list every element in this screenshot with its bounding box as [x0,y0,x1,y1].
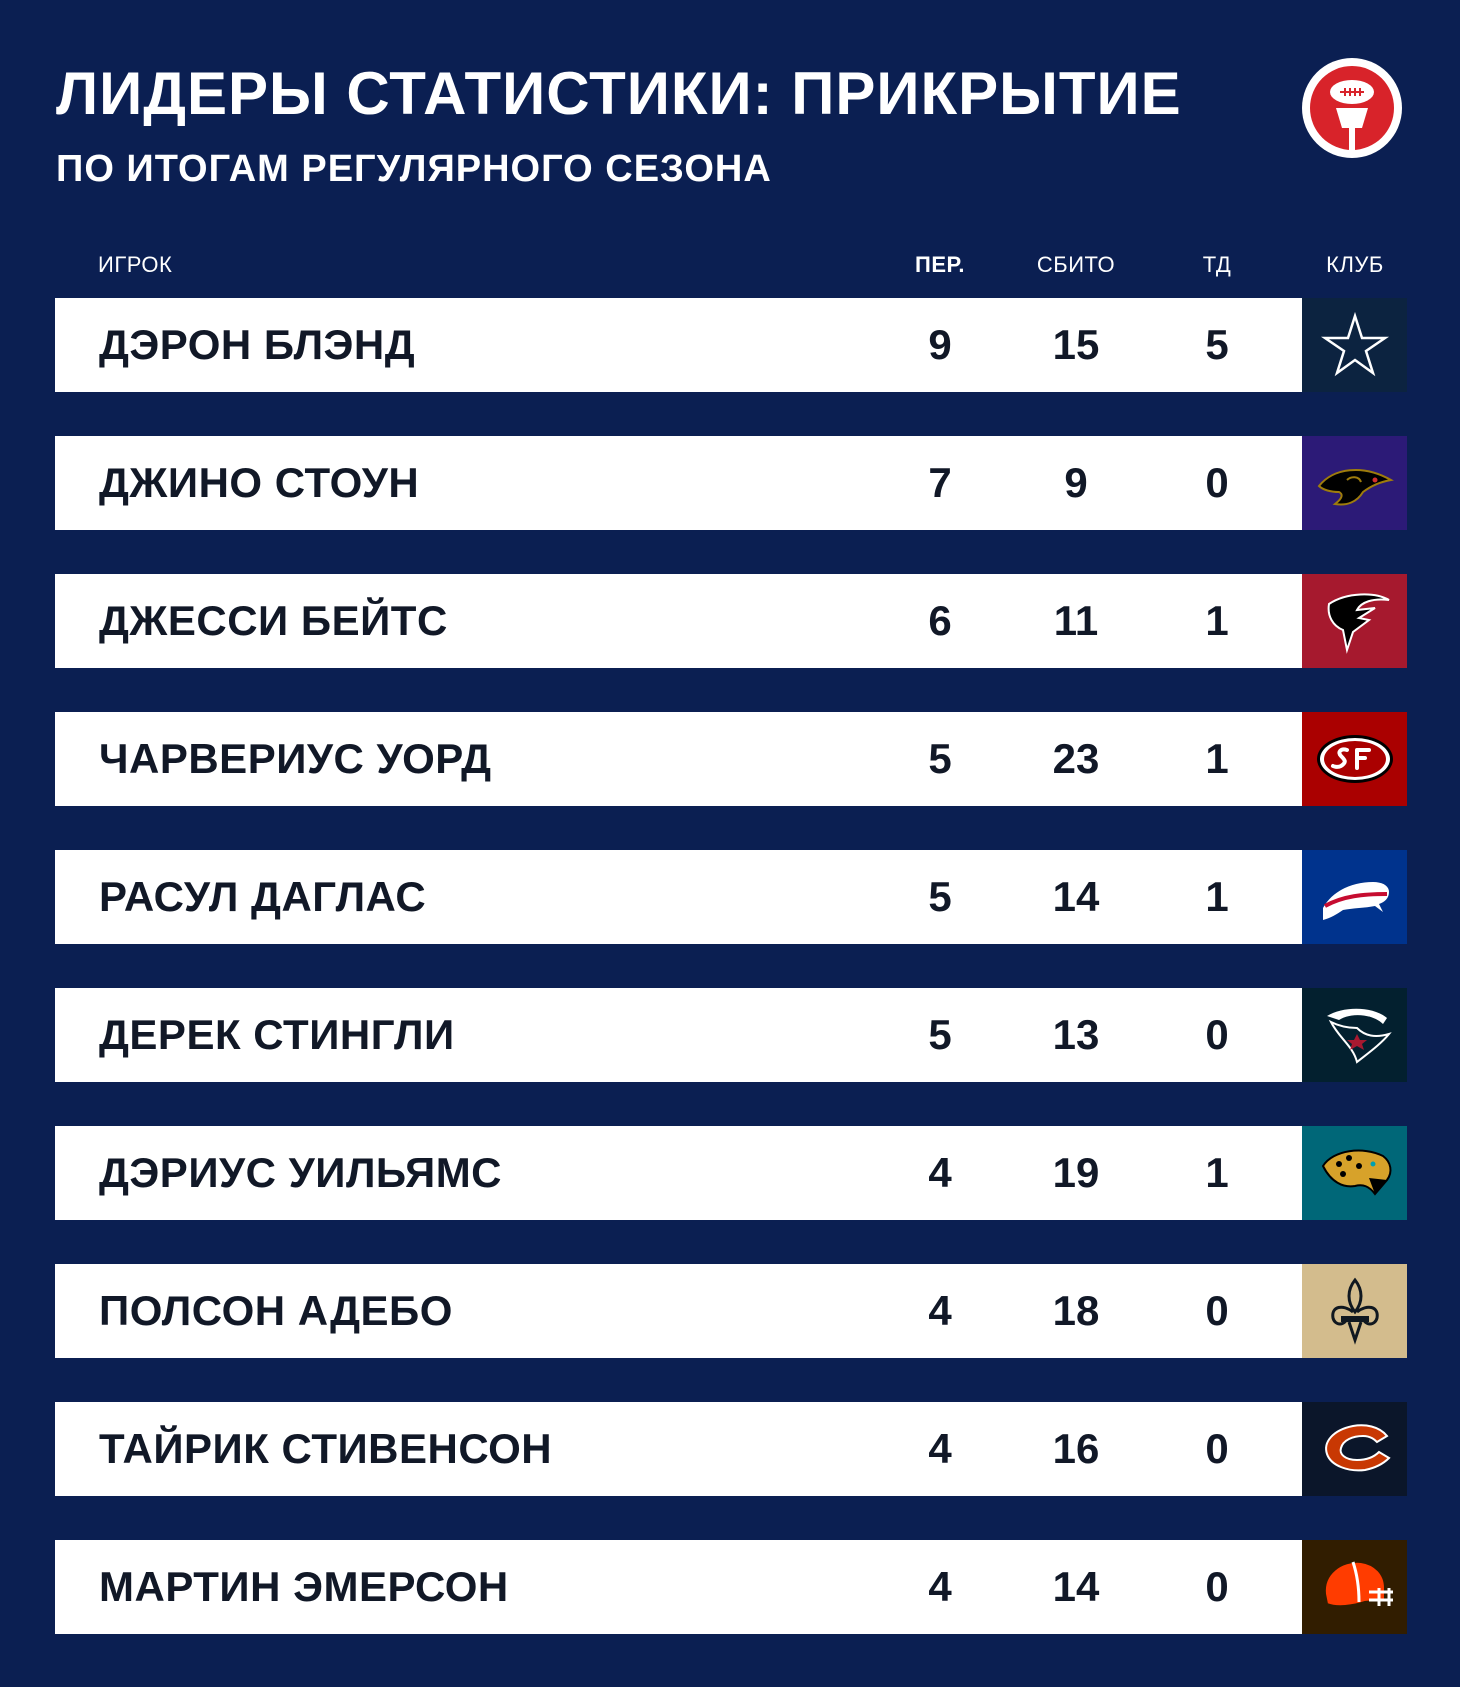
49ers-sf-icon [1316,735,1393,783]
touchdowns-value: 1 [1205,1149,1229,1196]
table-row: ПОЛСОН АДЕБО 4 18 0 [55,1264,1407,1358]
table-row: ДЭРОН БЛЭНД 9 15 5 [55,298,1407,392]
column-header-touchdowns: ТД [1202,252,1232,277]
falcons-icon [1327,593,1389,654]
football-microphone-logo-icon [1296,52,1408,164]
saints-fleur-de-lis-icon [1330,1277,1379,1345]
passes-defended-value: 14 [1052,1563,1100,1610]
player-name: ДЖИНО СТОУН [99,459,420,506]
club-logo-cell [1302,1264,1407,1358]
passes-defended-value: 23 [1052,735,1100,782]
ravens-icon [1317,469,1394,506]
touchdowns-value: 0 [1205,1011,1229,1058]
row-card: ЧАРВЕРИУС УОРД 5 23 1 [55,712,1302,806]
touchdowns-value: 0 [1205,1287,1229,1334]
touchdowns-value: 0 [1205,1425,1229,1472]
player-name: РАСУЛ ДАГЛАС [99,873,427,920]
club-logo-cell [1302,712,1407,806]
table-row: ДЕРЕК СТИНГЛИ 5 13 0 [55,988,1407,1082]
leaders-table: ДЭРОН БЛЭНД 9 15 5 ДЖИНО СТОУН 7 9 0 [55,298,1407,1678]
interceptions-value: 9 [928,321,952,368]
row-card: ДЖИНО СТОУН 7 9 0 [55,436,1302,530]
row-card: ДЕРЕК СТИНГЛИ 5 13 0 [55,988,1302,1082]
club-logo-cell [1302,988,1407,1082]
player-name: ДЭРИУС УИЛЬЯМС [99,1149,503,1196]
club-logo-cell [1302,1402,1407,1496]
interceptions-value: 6 [928,597,952,644]
passes-defended-value: 19 [1052,1149,1100,1196]
passes-defended-value: 11 [1053,597,1099,644]
jaguars-icon [1321,1149,1391,1196]
interceptions-value: 5 [928,735,952,782]
passes-defended-value: 18 [1052,1287,1100,1334]
table-header: ИГРОК ПЕР. СБИТО ТД КЛУБ [0,252,1460,282]
club-logo-cell [1302,1540,1407,1634]
touchdowns-value: 1 [1205,735,1229,782]
row-card: МАРТИН ЭМЕРСОН 4 14 0 [55,1540,1302,1634]
touchdowns-value: 0 [1205,459,1229,506]
row-card: ТАЙРИК СТИВЕНСОН 4 16 0 [55,1402,1302,1496]
bills-buffalo-icon [1322,882,1389,920]
passes-defended-value: 14 [1052,873,1100,920]
passes-defended-value: 9 [1064,459,1088,506]
page-subtitle: ПО ИТОГАМ РЕГУЛЯРНОГО СЕЗОНА [56,148,772,190]
texans-icon [1326,1008,1392,1064]
touchdowns-value: 0 [1205,1563,1229,1610]
table-row: МАРТИН ЭМЕРСОН 4 14 0 [55,1540,1407,1634]
player-name: ТАЙРИК СТИВЕНСОН [99,1425,553,1472]
club-logo-cell [1302,298,1407,392]
table-row: РАСУЛ ДАГЛАС 5 14 1 [55,850,1407,944]
table-row: ДЖЕССИ БЕЙТС 6 11 1 [55,574,1407,668]
interceptions-value: 4 [928,1287,952,1334]
column-header-player: ИГРОК [98,252,173,277]
table-row: ЧАРВЕРИУС УОРД 5 23 1 [55,712,1407,806]
interceptions-value: 7 [928,459,952,506]
passes-defended-value: 15 [1052,321,1100,368]
interceptions-value: 4 [928,1149,952,1196]
club-logo-cell [1302,574,1407,668]
touchdowns-value: 1 [1205,873,1229,920]
player-name: ПОЛСОН АДЕБО [99,1287,453,1334]
club-logo-cell [1302,850,1407,944]
club-logo-cell [1302,436,1407,530]
column-header-passes-defended: СБИТО [1036,252,1116,277]
touchdowns-value: 5 [1205,321,1229,368]
page-title: ЛИДЕРЫ СТАТИСТИКИ: ПРИКРЫТИЕ [56,60,1182,127]
bears-c-icon [1324,1424,1391,1472]
interceptions-value: 5 [928,1011,952,1058]
player-name: ДЕРЕК СТИНГЛИ [99,1011,455,1058]
column-header-interceptions: ПЕР. [915,252,965,277]
table-row: ДЭРИУС УИЛЬЯМС 4 19 1 [55,1126,1407,1220]
row-card: РАСУЛ ДАГЛАС 5 14 1 [55,850,1302,944]
table-row: ДЖИНО СТОУН 7 9 0 [55,436,1407,530]
interceptions-value: 4 [928,1425,952,1472]
passes-defended-value: 16 [1052,1425,1100,1472]
player-name: ДЭРОН БЛЭНД [99,321,416,368]
interceptions-value: 5 [928,873,952,920]
interceptions-value: 4 [928,1563,952,1610]
row-card: ДЭРОН БЛЭНД 9 15 5 [55,298,1302,392]
player-name: МАРТИН ЭМЕРСОН [99,1563,509,1610]
browns-helmet-icon [1323,1560,1393,1608]
player-name: ДЖЕССИ БЕЙТС [99,597,448,644]
passes-defended-value: 13 [1052,1011,1100,1058]
table-row: ТАЙРИК СТИВЕНСОН 4 16 0 [55,1402,1407,1496]
cowboys-star-icon [1320,311,1389,377]
row-card: ДЭРИУС УИЛЬЯМС 4 19 1 [55,1126,1302,1220]
touchdowns-value: 1 [1205,597,1229,644]
row-card: ДЖЕССИ БЕЙТС 6 11 1 [55,574,1302,668]
column-header-club: КЛУБ [1326,252,1384,277]
club-logo-cell [1302,1126,1407,1220]
player-name: ЧАРВЕРИУС УОРД [99,735,492,782]
row-card: ПОЛСОН АДЕБО 4 18 0 [55,1264,1302,1358]
